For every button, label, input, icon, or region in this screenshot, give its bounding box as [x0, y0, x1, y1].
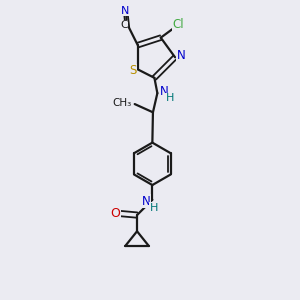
- Text: Cl: Cl: [172, 19, 184, 32]
- Text: H: H: [166, 94, 174, 103]
- Text: N: N: [121, 6, 130, 16]
- Text: CH₃: CH₃: [112, 98, 132, 108]
- Text: N: N: [176, 49, 185, 62]
- Text: C: C: [120, 20, 128, 30]
- Text: O: O: [111, 206, 121, 220]
- Text: S: S: [129, 64, 136, 77]
- Text: N: N: [160, 85, 168, 98]
- Text: N: N: [142, 195, 150, 208]
- Text: H: H: [150, 203, 158, 213]
